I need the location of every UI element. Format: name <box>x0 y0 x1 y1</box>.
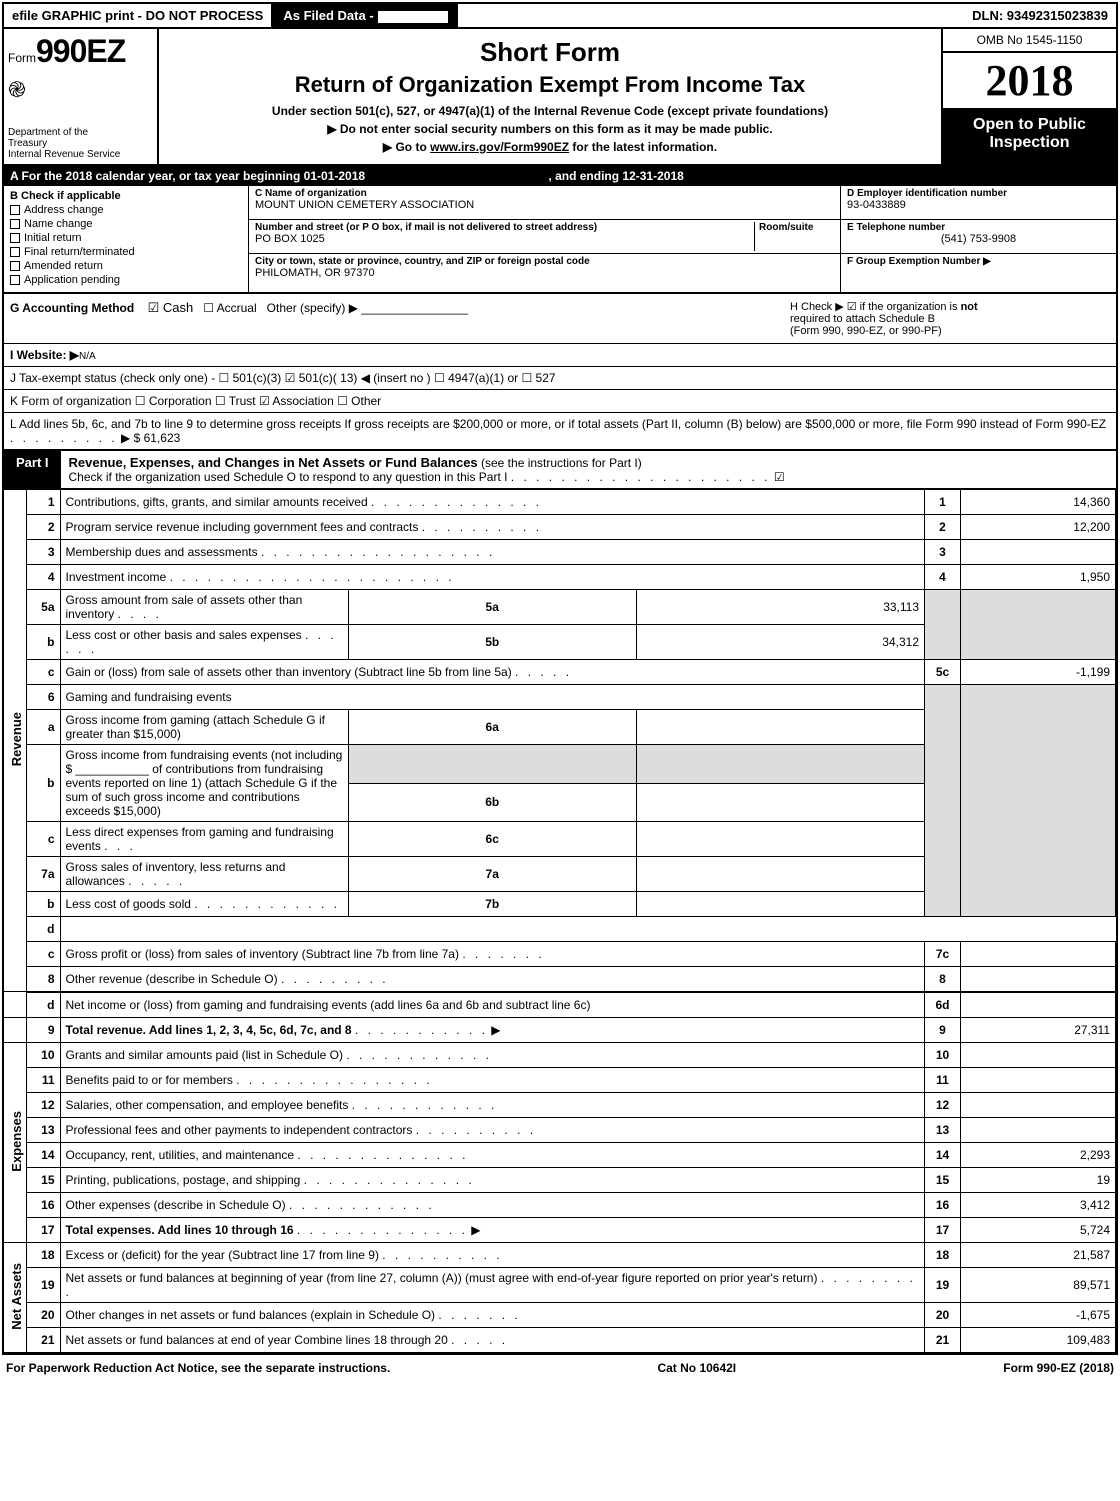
line-15-amt: 19 <box>961 1168 1116 1193</box>
part-1-ledger: Revenue 1 Contributions, gifts, grants, … <box>4 489 1116 992</box>
chk-final-return[interactable]: Final return/terminated <box>10 246 242 258</box>
org-city: PHILOMATH, OR 97370 <box>255 267 834 279</box>
line-18-amt: 21,587 <box>961 1243 1116 1268</box>
row-i-website: I Website: ▶N/A <box>4 344 1116 367</box>
chk-initial-return[interactable]: Initial return <box>10 232 242 244</box>
form-subtitle-1: Under section 501(c), 527, or 4947(a)(1)… <box>169 104 931 118</box>
section-bcdef: B Check if applicable Address change Nam… <box>4 186 1116 294</box>
org-name: MOUNT UNION CEMETERY ASSOCIATION <box>255 199 834 211</box>
section-b-checkboxes: B Check if applicable Address change Nam… <box>4 186 249 292</box>
line-1-amt: 14,360 <box>961 490 1116 515</box>
line-21-amt: 109,483 <box>961 1328 1116 1353</box>
section-c-org-info: C Name of organization MOUNT UNION CEMET… <box>249 186 841 292</box>
part-1-ledger-cont: d Net income or (loss) from gaming and f… <box>4 992 1116 1353</box>
row-j-tax-exempt: J Tax-exempt status (check only one) - ☐… <box>4 367 1116 390</box>
chk-application-pending[interactable]: Application pending <box>10 274 242 286</box>
paperwork-notice: For Paperwork Reduction Act Notice, see … <box>6 1361 390 1375</box>
side-label-net-assets: Net Assets <box>4 1243 26 1353</box>
form-title-1: Short Form <box>169 37 931 68</box>
side-label-expenses: Expenses <box>4 1043 26 1243</box>
line-5a-amt: 33,113 <box>636 590 924 625</box>
irs-link[interactable]: www.irs.gov/Form990EZ <box>430 140 569 154</box>
accounting-method: G Accounting Method ☑ Cash ☐ Accrual Oth… <box>10 300 790 337</box>
form-title-2: Return of Organization Exempt From Incom… <box>169 72 931 98</box>
treasury-seal-icon: ֎ <box>8 75 153 104</box>
line-20-amt: -1,675 <box>961 1303 1116 1328</box>
omb-number: OMB No 1545-1150 <box>943 29 1116 53</box>
line-5c-amt: -1,199 <box>961 660 1116 685</box>
department-label: Department of the Treasury Internal Reve… <box>8 127 153 160</box>
row-gh: G Accounting Method ☑ Cash ☐ Accrual Oth… <box>4 294 1116 344</box>
header-center: Short Form Return of Organization Exempt… <box>159 29 941 164</box>
as-filed-data: As Filed Data - <box>273 4 457 27</box>
section-def: D Employer identification number 93-0433… <box>841 186 1116 292</box>
group-exemption: F Group Exemption Number ▶ <box>847 256 1110 267</box>
form-subtitle-3: ▶ Go to www.irs.gov/Form990EZ for the la… <box>169 140 931 154</box>
ein: 93-0433889 <box>847 199 1110 211</box>
line-14-amt: 2,293 <box>961 1143 1116 1168</box>
line-5b-amt: 34,312 <box>636 625 924 660</box>
side-label-revenue: Revenue <box>4 490 26 992</box>
open-to-public: Open to Public Inspection <box>943 110 1116 164</box>
line-2-amt: 12,200 <box>961 515 1116 540</box>
form-subtitle-2: ▶ Do not enter social security numbers o… <box>169 122 931 136</box>
tax-year: 2018 <box>943 53 1116 110</box>
line-17-amt: 5,724 <box>961 1218 1116 1243</box>
form-ref: Form 990-EZ (2018) <box>1003 1361 1114 1375</box>
line-9-amt: 27,311 <box>961 1018 1116 1043</box>
line-16-amt: 3,412 <box>961 1193 1116 1218</box>
page-footer: For Paperwork Reduction Act Notice, see … <box>0 1357 1120 1379</box>
header-left: Form990EZ ֎ Department of the Treasury I… <box>4 29 159 164</box>
line-4-amt: 1,950 <box>961 565 1116 590</box>
chk-amended-return[interactable]: Amended return <box>10 260 242 272</box>
cat-no: Cat No 10642I <box>657 1361 736 1375</box>
top-bar: efile GRAPHIC print - DO NOT PROCESS As … <box>4 4 1116 29</box>
gross-receipts-amount: $ 61,623 <box>134 431 181 445</box>
row-k-org-form: K Form of organization ☐ Corporation ☐ T… <box>4 390 1116 413</box>
row-l-gross-receipts: L Add lines 5b, 6c, and 7b to line 9 to … <box>4 413 1116 451</box>
form-header: Form990EZ ֎ Department of the Treasury I… <box>4 29 1116 166</box>
efile-notice: efile GRAPHIC print - DO NOT PROCESS <box>4 4 273 27</box>
phone: (541) 753-9908 <box>847 233 1110 245</box>
line-19-amt: 89,571 <box>961 1268 1116 1303</box>
row-a-tax-year: A For the 2018 calendar year, or tax yea… <box>4 166 1116 186</box>
dln: DLN: 93492315023839 <box>964 4 1116 27</box>
line-3-amt <box>961 540 1116 565</box>
header-right: OMB No 1545-1150 2018 Open to Public Ins… <box>941 29 1116 164</box>
form-990ez: efile GRAPHIC print - DO NOT PROCESS As … <box>2 2 1118 1355</box>
schedule-b-check: H Check ▶ ☑ if the organization is not r… <box>790 300 1110 337</box>
as-filed-blank <box>378 11 448 23</box>
org-street: PO BOX 1025 <box>255 233 754 245</box>
chk-name-change[interactable]: Name change <box>10 218 242 230</box>
part-1-header: Part I Revenue, Expenses, and Changes in… <box>4 451 1116 489</box>
form-number: Form990EZ <box>8 33 153 70</box>
chk-address-change[interactable]: Address change <box>10 204 242 216</box>
